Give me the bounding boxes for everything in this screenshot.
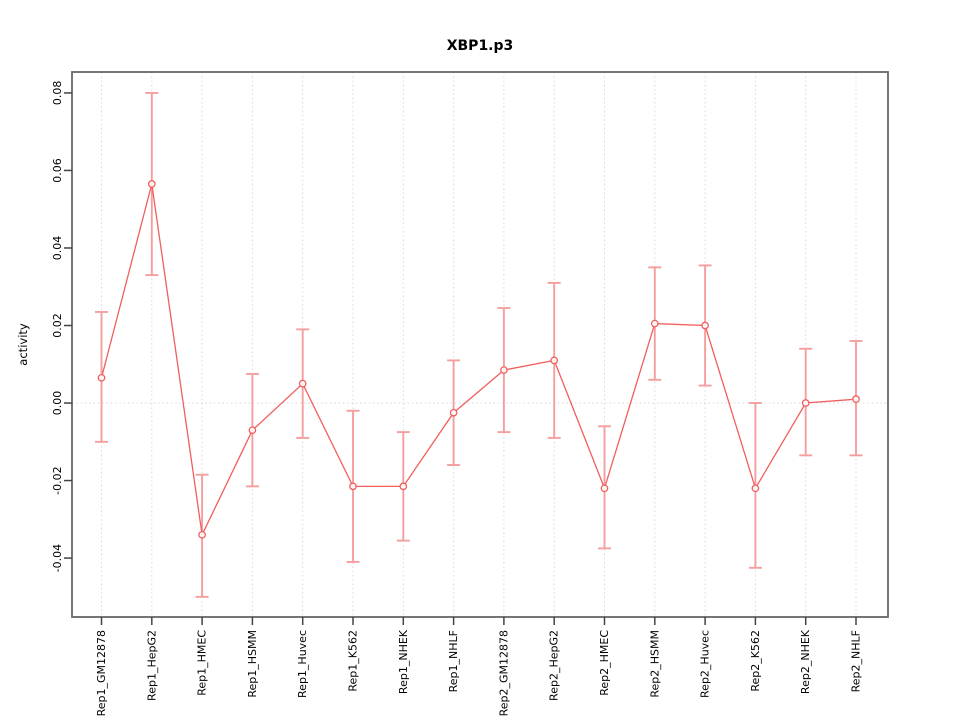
data-point	[298, 379, 307, 388]
chart-title: XBP1.p3	[447, 38, 514, 54]
x-tick-label: Rep1_HMEC	[196, 630, 209, 696]
data-point	[600, 484, 609, 493]
data-point	[650, 319, 659, 328]
x-tick-label: Rep2_GM12878	[497, 630, 510, 716]
x-tick-label: Rep1_K562	[347, 630, 360, 692]
gridlines	[72, 72, 888, 617]
y-tick-label: 0.08	[51, 81, 64, 106]
y-tick-label: 0.00	[51, 391, 64, 416]
x-tick-label: Rep1_GM12878	[95, 630, 108, 716]
y-tick-label: 0.02	[51, 313, 64, 338]
data-point	[349, 482, 357, 491]
x-tick-label: Rep2_HMEC	[598, 630, 611, 696]
y-tick-label: -0.02	[51, 466, 64, 494]
data-point	[449, 408, 458, 417]
data-point	[198, 530, 206, 539]
x-tick-label: Rep1_HSMM	[246, 630, 259, 698]
data-point	[751, 484, 760, 493]
x-tick-label: Rep2_NHEK	[799, 629, 812, 694]
x-tick-label: Rep1_NHLF	[447, 630, 460, 692]
data-point	[248, 426, 257, 435]
plot-box	[71, 71, 889, 618]
data-point	[550, 356, 559, 365]
data-point	[97, 373, 106, 382]
y-tick-labels: 0.08 0.06 0.04 0.02 0.00 -0.02 -0.04	[51, 81, 64, 573]
data-point	[801, 399, 810, 407]
axis-ticks	[64, 92, 857, 625]
data-point	[852, 395, 860, 404]
x-tick-label: Rep2_NHLF	[850, 630, 863, 692]
x-tick-label: Rep1_HepG2	[145, 630, 158, 701]
data-point	[500, 366, 508, 374]
y-axis-label: activity	[16, 323, 30, 366]
x-tick-label: Rep2_K562	[749, 630, 762, 692]
x-tick-label: Rep1_Huvec	[296, 630, 309, 698]
x-tick-label: Rep1_NHEK	[397, 629, 410, 694]
data-point	[147, 180, 156, 188]
data-point	[399, 482, 408, 491]
x-tick-labels: Rep1_GM12878 Rep1_HepG2 Rep1_HMEC Rep1_HSMM…	[95, 629, 863, 716]
series-lines	[100, 183, 857, 538]
y-tick-label: 0.06	[51, 158, 64, 183]
error-bars	[95, 91, 863, 598]
x-tick-label: Rep2_HepG2	[548, 630, 561, 701]
x-tick-label: Rep2_Huvec	[699, 630, 712, 698]
y-tick-label: -0.04	[51, 544, 64, 572]
data-points	[97, 180, 860, 539]
y-tick-label: 0.04	[51, 236, 64, 261]
plot-box-group	[71, 71, 889, 618]
data-point	[701, 321, 709, 330]
x-tick-label: Rep2_HSMM	[648, 630, 661, 698]
series-line	[100, 183, 857, 538]
